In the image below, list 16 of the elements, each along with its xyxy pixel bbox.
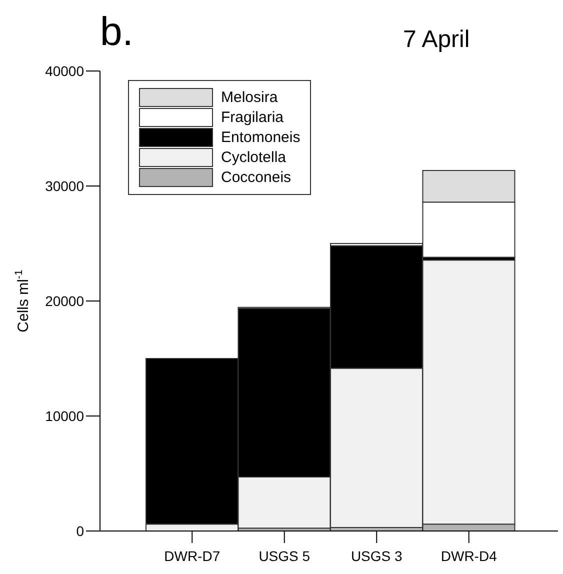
x-tick-label: DWR-D7: [164, 548, 220, 564]
legend-label: Cocconeis: [221, 169, 292, 186]
legend-label: Cyclotella: [221, 149, 286, 166]
x-tick-label: USGS 5: [258, 548, 310, 564]
x-tick-label: DWR-D4: [440, 548, 498, 564]
legend-label: Fragilaria: [221, 109, 284, 126]
y-tick-label: 0: [76, 522, 84, 539]
chart-subtitle: 7 April: [403, 26, 470, 54]
x-tick-label: USGS 3: [350, 548, 403, 564]
chart-title: b.: [100, 10, 134, 55]
y-tick-label: 20000: [45, 292, 84, 309]
y-tick-label: 10000: [45, 408, 84, 424]
legend-label: Melosira: [221, 89, 278, 106]
y-tick-label: 30000: [45, 178, 84, 194]
legend-label: Entomoneis: [221, 129, 300, 146]
y-tick-label: 40000: [45, 62, 84, 79]
